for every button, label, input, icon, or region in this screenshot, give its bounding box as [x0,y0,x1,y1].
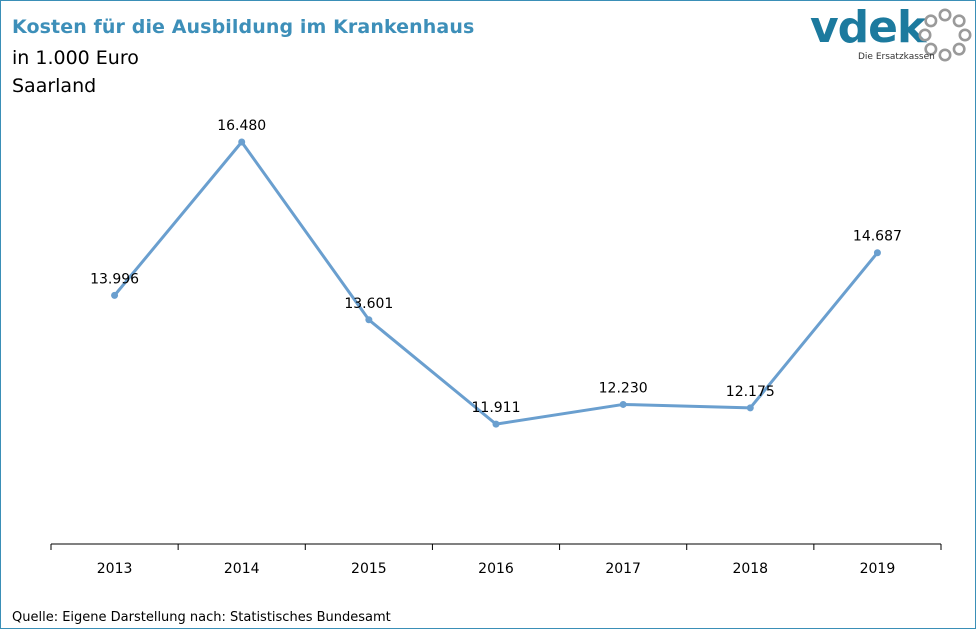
vdek-logo: vdek Die Ersatzkassen [810,2,974,64]
x-tick-label: 2014 [224,561,260,577]
x-tick-label: 2015 [351,561,387,577]
logo-ring-dot [938,48,952,62]
data-label: 13.996 [90,271,139,287]
data-point [111,291,119,299]
chart-title: Kosten für die Ausbildung im Krankenhaus [12,16,475,38]
data-point [492,420,500,428]
data-point [873,249,881,257]
data-point [619,400,627,408]
data-point [746,404,754,412]
logo-ring-dot [958,28,972,42]
logo-tagline: Die Ersatzkassen [858,52,935,62]
series-line [113,140,879,426]
data-label: 13.601 [344,296,393,312]
source-note: Quelle: Eigene Darstellung nach: Statist… [12,610,391,625]
data-label: 12.230 [599,380,648,396]
x-tick-label: 2017 [605,561,641,577]
chart-region-subtitle: Saarland [12,75,97,97]
x-tick-label: 2016 [478,561,514,577]
logo-ring-icon [918,8,972,62]
data-label: 16.480 [217,118,266,134]
logo-ring-dot [938,8,952,22]
x-tick-label: 2013 [97,561,133,577]
data-label: 14.687 [853,229,902,245]
data-point [238,138,246,146]
data-label: 12.175 [726,384,775,400]
data-point [365,316,373,324]
x-tick-label: 2019 [860,561,896,577]
x-tick-label: 2018 [732,561,768,577]
chart-unit-subtitle: in 1.000 Euro [12,47,139,69]
data-label: 11.911 [472,400,521,416]
logo-ring-dot [952,14,966,28]
logo-ring-dot [952,42,966,56]
logo-ring-dot [918,28,932,42]
logo-ring-dot [924,42,938,56]
logo-wordmark: vdek [810,2,926,53]
logo-ring-dot [924,14,938,28]
